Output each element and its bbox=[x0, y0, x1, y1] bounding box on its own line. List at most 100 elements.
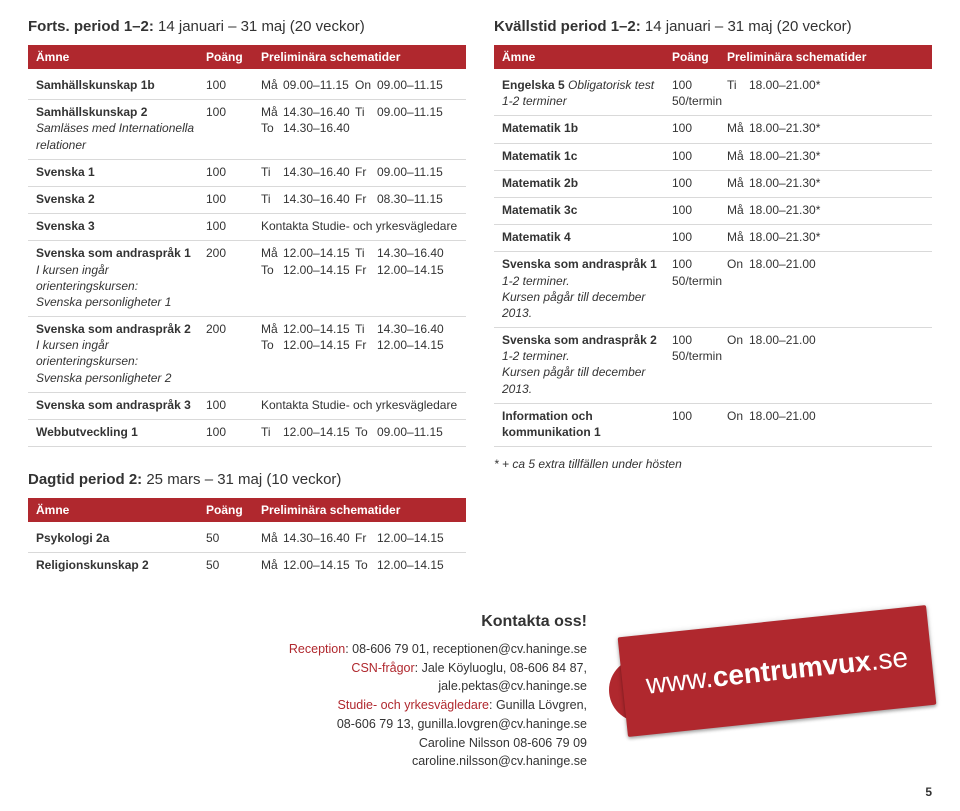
day-1: Ti bbox=[261, 191, 283, 207]
day-1: Må bbox=[261, 557, 283, 573]
schedule-line: Ti 14.30–16.40 Fr 09.00–11.15 bbox=[261, 164, 458, 180]
cell-schedule: Ti 12.00–14.15 To 09.00–11.15 bbox=[261, 424, 458, 440]
time-2 bbox=[843, 175, 924, 191]
contact-line: CSN-frågor: Jale Köyluoglu, 08-606 84 87… bbox=[287, 659, 587, 678]
time-2 bbox=[843, 229, 924, 245]
time-1: 14.30–16.40 bbox=[283, 120, 355, 136]
table-row: Svenska som andraspråk 11-2 terminer.Kur… bbox=[494, 252, 932, 328]
cell-subject: Engelska 5 Obligatorisk test1-2 terminer bbox=[502, 77, 672, 109]
day-2: Fr bbox=[355, 530, 377, 546]
cell-schedule: Må 12.00–14.15 To 12.00–14.15 bbox=[261, 557, 458, 573]
cell-points: 100 bbox=[672, 408, 727, 440]
time-1: 18.00–21.00 bbox=[749, 332, 821, 348]
cell-schedule: Må 18.00–21.30* bbox=[727, 229, 924, 245]
time-2: 09.00–11.15 bbox=[377, 424, 458, 440]
day-1: Må bbox=[261, 245, 283, 261]
cell-points: 100 bbox=[672, 229, 727, 245]
day-2 bbox=[821, 332, 843, 348]
cell-subject: Webbutveckling 1 bbox=[36, 424, 206, 440]
cell-subject: Samhällskunskap 1b bbox=[36, 77, 206, 93]
day-1: Ti bbox=[261, 424, 283, 440]
cell-subject: Matematik 4 bbox=[502, 229, 672, 245]
schedule-line: Må 14.30–16.40 Fr 12.00–14.15 bbox=[261, 530, 458, 546]
cell-subject: Matematik 3c bbox=[502, 202, 672, 218]
section-title-bold: Dagtid period 2: bbox=[28, 471, 142, 488]
contact-text: Caroline Nilsson 08-606 79 09 bbox=[419, 736, 587, 750]
time-2 bbox=[843, 202, 924, 218]
time-1: 18.00–21.00 bbox=[749, 256, 821, 272]
section-title: Dagtid period 2: 25 mars – 31 maj (10 ve… bbox=[28, 471, 466, 488]
time-1: 14.30–16.40 bbox=[283, 191, 355, 207]
day-1: To bbox=[261, 120, 283, 136]
url-text: www.centrumvux.se bbox=[645, 641, 910, 700]
subject-name: Svenska 2 bbox=[36, 192, 95, 206]
time-2: 14.30–16.40 bbox=[377, 321, 458, 337]
time-1: 18.00–21.00 bbox=[749, 408, 821, 424]
subject-name: Svenska som andraspråk 2 bbox=[36, 322, 191, 336]
contact-line: jale.pektas@cv.haninge.se bbox=[287, 677, 587, 696]
table-row: Matematik 2b 100 Må 18.00–21.30* bbox=[494, 171, 932, 198]
time-2: 12.00–14.15 bbox=[377, 337, 458, 353]
cell-schedule: Må 12.00–14.15 Ti 14.30–16.40 To 12.00–1… bbox=[261, 245, 458, 310]
day-1: On bbox=[727, 408, 749, 424]
cell-subject: Svenska 1 bbox=[36, 164, 206, 180]
schedule-line: Må 18.00–21.30* bbox=[727, 202, 924, 218]
schedule-line: Må 09.00–11.15 On 09.00–11.15 bbox=[261, 77, 458, 93]
day-1: Må bbox=[727, 175, 749, 191]
schedule-line: Må 18.00–21.30* bbox=[727, 148, 924, 164]
cell-schedule: Må 18.00–21.30* bbox=[727, 202, 924, 218]
day-2 bbox=[821, 202, 843, 218]
cell-schedule: Må 18.00–21.30* bbox=[727, 120, 924, 136]
cell-schedule: Kontakta Studie- och yrkesvägledare bbox=[261, 397, 458, 413]
subject-name: Information och kommunikation 1 bbox=[502, 409, 601, 439]
day-1: To bbox=[261, 337, 283, 353]
day-2: Ti bbox=[355, 104, 377, 120]
day-2 bbox=[821, 229, 843, 245]
subject-name: Matematik 2b bbox=[502, 176, 578, 190]
cell-subject: Svenska som andraspråk 21-2 terminer.Kur… bbox=[502, 332, 672, 397]
time-2: 09.00–11.15 bbox=[377, 77, 458, 93]
subject-name: Religionskunskap 2 bbox=[36, 558, 149, 572]
table-row: Svenska 3 100 Kontakta Studie- och yrkes… bbox=[28, 214, 466, 241]
cell-subject: Svenska som andraspråk 3 bbox=[36, 397, 206, 413]
time-2: 09.00–11.15 bbox=[377, 104, 458, 120]
time-2: 14.30–16.40 bbox=[377, 245, 458, 261]
schedule-line: Må 18.00–21.30* bbox=[727, 120, 924, 136]
contact-label: Reception bbox=[289, 642, 345, 656]
cell-points: 50 bbox=[206, 557, 261, 573]
day-2: On bbox=[355, 77, 377, 93]
section-title-bold: Forts. period 1–2: bbox=[28, 18, 154, 35]
kontakta-text: Kontakta Studie- och yrkesvägledare bbox=[261, 218, 458, 234]
header-subject: Ämne bbox=[36, 50, 206, 64]
cell-subject: Psykologi 2a bbox=[36, 530, 206, 546]
day-2: Fr bbox=[355, 164, 377, 180]
subject-sub: 1-2 terminer.Kursen pågår till december … bbox=[502, 274, 645, 320]
section-title-light: 25 mars – 31 maj (10 veckor) bbox=[142, 471, 341, 488]
kontakta-text: Kontakta Studie- och yrkesvägledare bbox=[261, 397, 458, 413]
time-1: 12.00–14.15 bbox=[283, 557, 355, 573]
section-title-bold: Kvällstid period 1–2: bbox=[494, 18, 641, 35]
subject-name: Samhällskunskap 1b bbox=[36, 78, 155, 92]
table-row: Matematik 3c 100 Må 18.00–21.30* bbox=[494, 198, 932, 225]
cell-subject: Information och kommunikation 1 bbox=[502, 408, 672, 440]
time-2 bbox=[843, 332, 924, 348]
schedule-line: Må 12.00–14.15 Ti 14.30–16.40 bbox=[261, 321, 458, 337]
contact-text: : Jale Köyluoglu, 08-606 84 87, bbox=[415, 661, 587, 675]
day-2 bbox=[821, 148, 843, 164]
time-1: 12.00–14.15 bbox=[283, 424, 355, 440]
day-1: Må bbox=[261, 104, 283, 120]
day-1: Må bbox=[261, 77, 283, 93]
contact-title: Kontakta oss! bbox=[287, 610, 587, 634]
day-2: Ti bbox=[355, 245, 377, 261]
time-2 bbox=[843, 256, 924, 272]
subject-name: Webbutveckling 1 bbox=[36, 425, 138, 439]
contact-line: Reception: 08-606 79 01, receptionen@cv.… bbox=[287, 640, 587, 659]
cell-points: 50 bbox=[206, 530, 261, 546]
cell-subject: Samhällskunskap 2Samläses med Internatio… bbox=[36, 104, 206, 153]
time-1: 12.00–14.15 bbox=[283, 262, 355, 278]
contact-text: : 08-606 79 01, receptionen@cv.haninge.s… bbox=[345, 642, 587, 656]
table-row: Svenska som andraspråk 21-2 terminer.Kur… bbox=[494, 328, 932, 404]
day-1: Må bbox=[727, 229, 749, 245]
schedule-line: To 12.00–14.15 Fr 12.00–14.15 bbox=[261, 262, 458, 278]
cell-schedule: Ti 14.30–16.40 Fr 08.30–11.15 bbox=[261, 191, 458, 207]
